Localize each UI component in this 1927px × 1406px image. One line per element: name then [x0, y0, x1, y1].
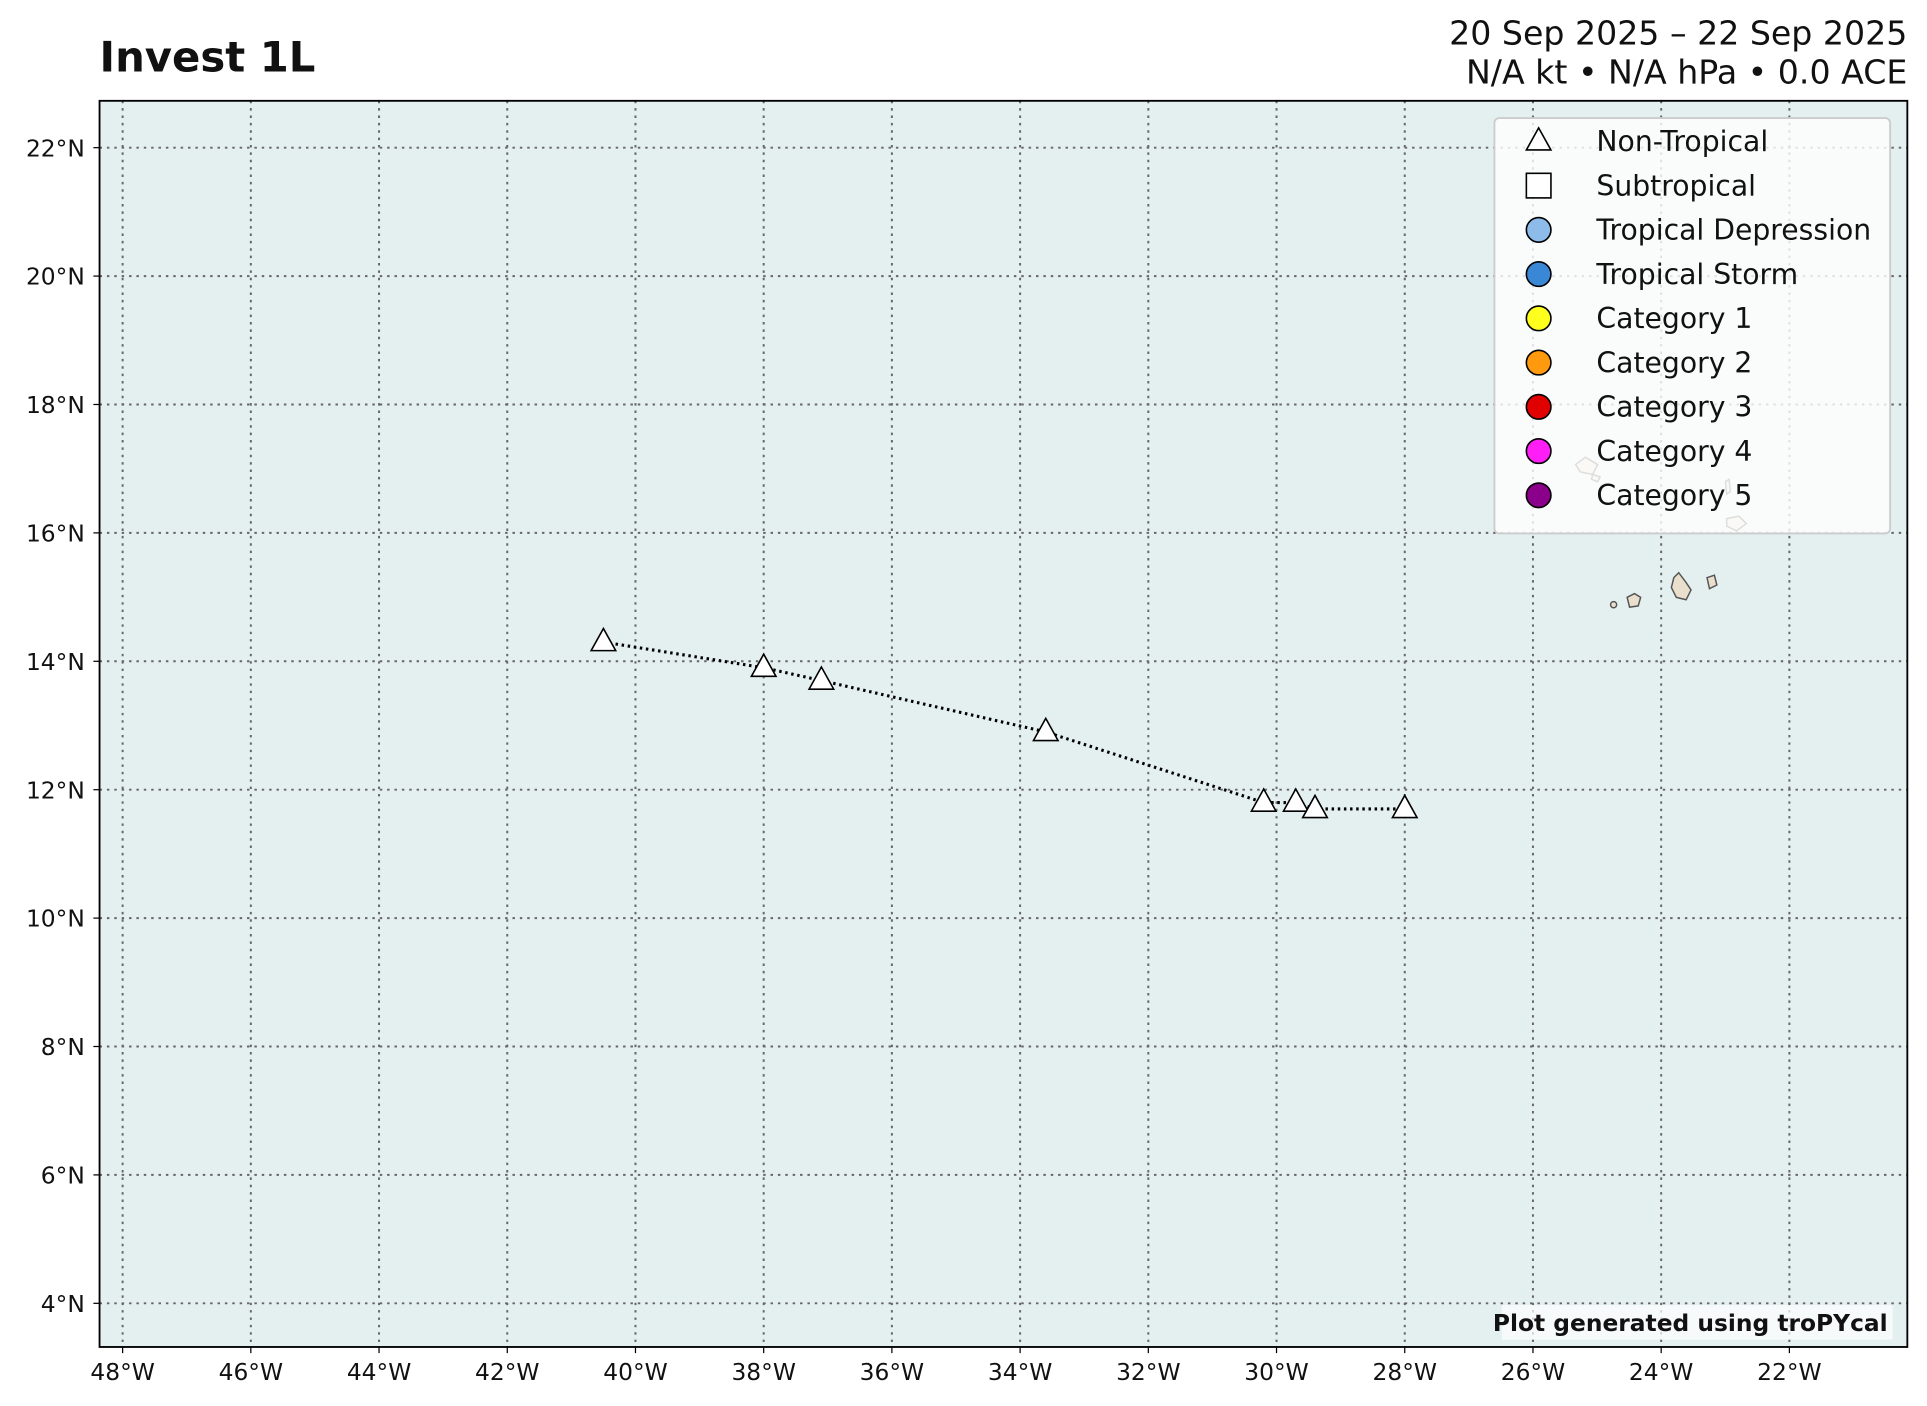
legend-marker	[1525, 482, 1552, 509]
legend-marker	[1525, 305, 1552, 332]
legend-label: Tropical Storm	[1595, 258, 1798, 291]
legend-marker	[1525, 437, 1552, 465]
x-tick-label: 28°W	[1373, 1358, 1437, 1386]
y-tick-label: 10°N	[26, 905, 85, 933]
credit: Plot generated using troPYcal	[1493, 1309, 1888, 1337]
legend-label: Category 4	[1596, 435, 1752, 468]
legend-label: Tropical Depression	[1595, 214, 1871, 247]
y-tick-label: 4°N	[41, 1290, 85, 1318]
legend: Non-Tropical Subtropical Tropical Depressi…	[1493, 117, 1892, 535]
y-tick-label: 8°N	[41, 1033, 85, 1061]
x-tick-label: 40°W	[603, 1358, 667, 1386]
x-tick-label: 34°W	[988, 1358, 1052, 1386]
track-point	[1250, 787, 1278, 812]
legend-label: Category 2	[1596, 346, 1752, 379]
chart-title: Invest 1L	[100, 32, 316, 81]
y-tick-label: 18°N	[26, 391, 85, 419]
legend-marker	[1525, 261, 1552, 288]
x-tick-label: 38°W	[731, 1358, 795, 1386]
legend-marker	[1525, 393, 1552, 420]
x-tick-label: 48°W	[90, 1358, 154, 1386]
legend-label: Category 1	[1596, 302, 1752, 335]
x-tick-label: 22°W	[1757, 1358, 1821, 1386]
track	[589, 626, 1419, 819]
legend-box	[1493, 117, 1892, 535]
legend-marker	[1525, 126, 1553, 151]
x-tick-label: 24°W	[1629, 1358, 1693, 1386]
chart-subtitle: N/A kt • N/A hPa • 0.0 ACE	[1466, 53, 1907, 92]
y-tick-label: 12°N	[26, 776, 85, 804]
track-point	[1282, 787, 1310, 812]
x-tick-label: 26°W	[1501, 1358, 1565, 1386]
legend-label: Category 5	[1596, 479, 1752, 512]
y-tick-label: 14°N	[26, 648, 85, 676]
track-point	[750, 652, 778, 678]
track-point	[1391, 793, 1419, 819]
x-tick-label: 32°W	[1116, 1358, 1180, 1386]
legend-label: Category 3	[1596, 391, 1752, 424]
track-point	[589, 626, 618, 652]
track-line	[603, 640, 1405, 811]
track-point	[807, 665, 836, 690]
y-tick-label: 22°N	[26, 134, 85, 162]
legend-marker	[1525, 172, 1552, 199]
track-point	[1032, 716, 1060, 742]
y-tick-label: 20°N	[26, 263, 85, 291]
x-tick-label: 36°W	[860, 1358, 924, 1386]
legend-label: Non-Tropical	[1596, 125, 1768, 158]
legend-marker	[1525, 216, 1552, 243]
legend-marker	[1525, 349, 1552, 376]
credit-box	[1501, 1305, 1893, 1340]
track-point	[1301, 793, 1329, 819]
y-tick-label: 16°N	[26, 519, 85, 547]
x-tick-label: 46°W	[219, 1358, 283, 1386]
y-tick-label: 6°N	[41, 1162, 85, 1190]
x-tick-label: 42°W	[475, 1358, 539, 1386]
legend-label: Subtropical	[1596, 169, 1756, 202]
x-tick-label: 30°W	[1244, 1358, 1308, 1386]
plot-frame	[98, 99, 1909, 1348]
x-tick-label: 44°W	[347, 1358, 411, 1386]
chart-subtitle: 20 Sep 2025 – 22 Sep 2025	[1449, 13, 1907, 52]
